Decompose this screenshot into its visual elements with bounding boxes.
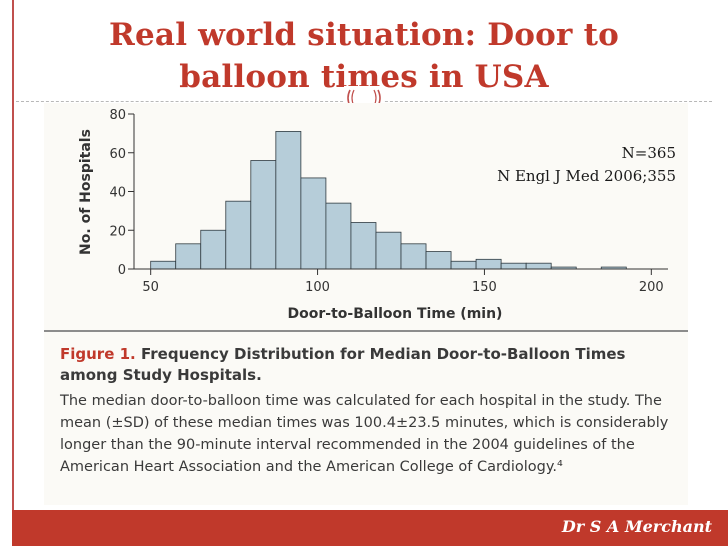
histogram-bar — [350, 222, 377, 270]
slide-left-border — [12, 0, 14, 546]
x-tick-label: 100 — [305, 280, 330, 295]
y-tick-label: 0 — [118, 263, 126, 278]
caption-divider — [44, 330, 688, 332]
x-axis-label: Door-to-Balloon Time (min) — [288, 306, 503, 322]
histogram-bar — [275, 131, 302, 270]
sample-size-note: N=365 — [621, 144, 676, 162]
footer-bar: Dr S A Merchant — [12, 510, 728, 546]
histogram-bar — [450, 260, 477, 270]
figure-label: Figure 1. — [60, 345, 136, 363]
histogram-bar — [475, 258, 502, 270]
histogram-bar — [500, 262, 527, 270]
x-tick-label: 50 — [142, 280, 159, 295]
histogram-bar — [200, 229, 227, 270]
figure-title: Frequency Distribution for Median Door-t… — [60, 345, 626, 384]
axes-group: 0 20 40 60 80 50 100 150 200 — [109, 108, 668, 295]
histogram-chart: 0 20 40 60 80 50 100 150 200 No. of Hospitals Do… — [78, 108, 668, 322]
histogram-bar — [300, 177, 327, 270]
x-tick-label: 150 — [472, 280, 497, 295]
figure-panel — [44, 103, 688, 505]
y-tick-label: 60 — [109, 147, 126, 162]
y-axis-label: No. of Hospitals — [78, 129, 94, 255]
author-credit: Dr S A Merchant — [561, 517, 712, 536]
histogram-bar — [325, 202, 352, 270]
y-tick-label: 20 — [109, 224, 126, 239]
histogram-bar — [525, 262, 552, 270]
histogram-bar — [150, 260, 177, 270]
histogram-bar — [425, 251, 452, 270]
histogram-bar — [375, 231, 402, 270]
histogram-bar — [225, 200, 252, 270]
reference-note: N Engl J Med 2006;355 — [497, 167, 676, 185]
histogram-bar — [400, 243, 427, 270]
figure-caption-title: Figure 1. Frequency Distribution for Med… — [60, 344, 680, 386]
y-tick-label: 80 — [109, 108, 126, 123]
histogram-bar — [250, 160, 277, 270]
y-tick-label: 40 — [109, 186, 126, 201]
figure-caption-body: The median door-to-balloon time was calc… — [60, 393, 669, 475]
x-tick-label: 200 — [639, 280, 664, 295]
histogram-bar — [175, 243, 202, 270]
bar-group — [150, 131, 627, 270]
